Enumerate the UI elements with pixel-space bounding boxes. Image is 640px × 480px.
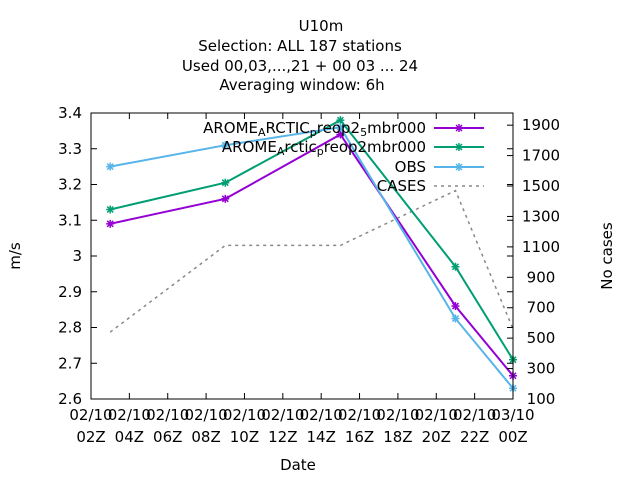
title-line: Selection: ALL 187 stations xyxy=(198,37,402,55)
x-tick-label-hour: 14Z xyxy=(306,428,335,446)
data-point xyxy=(221,194,230,203)
x-tick-label-hour: 06Z xyxy=(153,428,182,446)
x-tick-label-date: 02/10 xyxy=(376,406,419,424)
y2-tick-label: 300 xyxy=(527,360,556,378)
y2-tick-label: 900 xyxy=(527,268,556,286)
y2-tick-label: 1900 xyxy=(522,116,560,134)
chart-title: U10m Selection: ALL 187 stations Used 00… xyxy=(182,17,418,94)
y-tick-label: 3.3 xyxy=(58,140,82,158)
series-line-3 xyxy=(109,189,514,333)
x-tick-label-date: 02/10 xyxy=(108,406,151,424)
legend-label-1: AROMEArcticpreop2mbr000 xyxy=(222,138,426,158)
data-point xyxy=(455,124,463,132)
x-tick-label-date: 02/10 xyxy=(338,406,381,424)
x-tick-label-hour: 00Z xyxy=(498,428,527,446)
legend-label-0: AROMEARCTICpreop25mbr000 xyxy=(203,119,426,139)
title-line: Averaging window: 6h xyxy=(219,76,384,94)
data-point xyxy=(336,116,345,125)
x-tick-label-hour: 02Z xyxy=(76,428,105,446)
x-tick-label-hour: 12Z xyxy=(268,428,297,446)
data-point xyxy=(221,178,230,187)
y-tick-label: 3.4 xyxy=(58,104,82,122)
y-tick-label: 2.6 xyxy=(58,390,82,408)
title-line: Used 00,03,...,21 + 00 03 ... 24 xyxy=(182,57,418,75)
legend-label-2: OBS xyxy=(395,158,426,176)
x-tick-label-date: 02/10 xyxy=(223,406,266,424)
x-tick-label-hour: 22Z xyxy=(460,428,489,446)
x-tick-label-hour: 10Z xyxy=(230,428,259,446)
x-tick-label-date: 02/10 xyxy=(69,406,112,424)
data-point xyxy=(455,163,463,171)
x-tick-label-date: 02/10 xyxy=(146,406,189,424)
x-tick-label-date: 02/10 xyxy=(453,406,496,424)
y-tick-label: 2.9 xyxy=(58,283,82,301)
x-tick-label-hour: 08Z xyxy=(191,428,220,446)
x-tick-label-hour: 20Z xyxy=(422,428,451,446)
y2-tick-label: 500 xyxy=(527,329,556,347)
data-point xyxy=(455,143,463,151)
x-tick-label-date: 02/10 xyxy=(300,406,343,424)
x-tick-label-date: 02/10 xyxy=(261,406,304,424)
x-tick-label-hour: 16Z xyxy=(345,428,374,446)
legend: AROMEARCTICpreop25mbr000AROMEArcticpreop… xyxy=(203,119,484,195)
y-tick-label: 3.1 xyxy=(58,211,82,229)
data-point xyxy=(106,205,115,214)
x-tick-label-date: 03/10 xyxy=(491,406,534,424)
y-axis-title: m/s xyxy=(6,242,24,270)
data-point xyxy=(221,141,230,150)
y-tick-label: 2.7 xyxy=(58,354,82,372)
y-tick-label: 3 xyxy=(72,247,82,265)
y2-axis-title: No cases xyxy=(598,222,616,290)
y2-tick-label: 100 xyxy=(527,390,556,408)
y2-tick-label: 1500 xyxy=(522,177,560,195)
data-point xyxy=(451,314,460,323)
y2-tick-label: 700 xyxy=(527,299,556,317)
x-tick-label-date: 02/10 xyxy=(415,406,458,424)
x-tick-label-hour: 18Z xyxy=(383,428,412,446)
data-point xyxy=(106,219,115,228)
y-tick-label: 3.2 xyxy=(58,176,82,194)
series-line-0 xyxy=(109,133,514,377)
data-point xyxy=(451,302,460,311)
y2-tick-label: 1100 xyxy=(522,238,560,256)
data-point xyxy=(106,162,115,171)
y2-tick-label: 1700 xyxy=(522,147,560,165)
y-tick-label: 2.8 xyxy=(58,319,82,337)
y2-tick-label: 1300 xyxy=(522,207,560,225)
x-axis-title: Date xyxy=(280,456,316,474)
x-tick-label-date: 02/10 xyxy=(184,406,227,424)
data-point xyxy=(336,123,345,132)
data-point xyxy=(451,262,460,271)
title-line: U10m xyxy=(299,17,344,35)
legend-label-3: CASES xyxy=(377,177,426,195)
x-tick-label-hour: 04Z xyxy=(115,428,144,446)
